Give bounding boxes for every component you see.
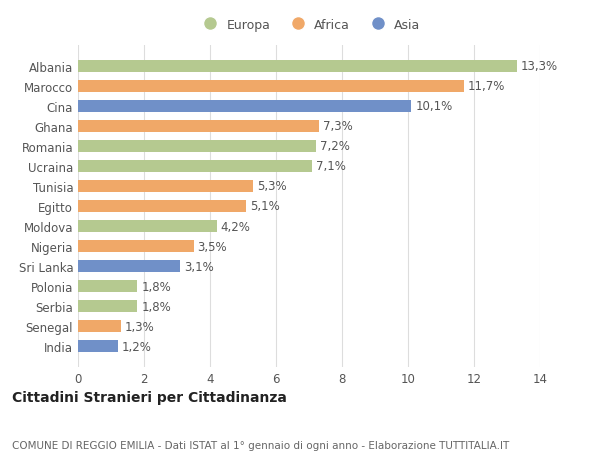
Bar: [78, 241, 193, 252]
Text: 11,7%: 11,7%: [468, 80, 505, 93]
Bar: [78, 80, 464, 93]
Text: 3,1%: 3,1%: [184, 260, 214, 273]
Bar: [78, 121, 319, 133]
Bar: [78, 101, 412, 112]
Text: 1,2%: 1,2%: [122, 340, 151, 353]
Bar: [78, 320, 121, 333]
Bar: [78, 161, 312, 173]
Text: 5,1%: 5,1%: [250, 200, 280, 213]
Text: 10,1%: 10,1%: [415, 100, 452, 113]
Text: 1,8%: 1,8%: [142, 280, 171, 293]
Text: COMUNE DI REGGIO EMILIA - Dati ISTAT al 1° gennaio di ogni anno - Elaborazione T: COMUNE DI REGGIO EMILIA - Dati ISTAT al …: [12, 440, 509, 450]
Text: 3,5%: 3,5%: [197, 240, 227, 253]
Text: Cittadini Stranieri per Cittadinanza: Cittadini Stranieri per Cittadinanza: [12, 390, 287, 404]
Bar: [78, 341, 118, 353]
Text: 1,8%: 1,8%: [142, 300, 171, 313]
Text: 5,3%: 5,3%: [257, 180, 286, 193]
Text: 7,3%: 7,3%: [323, 120, 353, 133]
Bar: [78, 201, 246, 213]
Text: 4,2%: 4,2%: [221, 220, 250, 233]
Bar: [78, 180, 253, 192]
Text: 7,2%: 7,2%: [320, 140, 349, 153]
Bar: [78, 140, 316, 152]
Text: 13,3%: 13,3%: [521, 60, 558, 73]
Text: 7,1%: 7,1%: [316, 160, 346, 173]
Bar: [78, 301, 137, 313]
Bar: [78, 261, 181, 273]
Legend: Europa, Africa, Asia: Europa, Africa, Asia: [193, 13, 425, 36]
Bar: [78, 61, 517, 73]
Bar: [78, 221, 217, 233]
Bar: [78, 280, 137, 292]
Text: 1,3%: 1,3%: [125, 320, 155, 333]
